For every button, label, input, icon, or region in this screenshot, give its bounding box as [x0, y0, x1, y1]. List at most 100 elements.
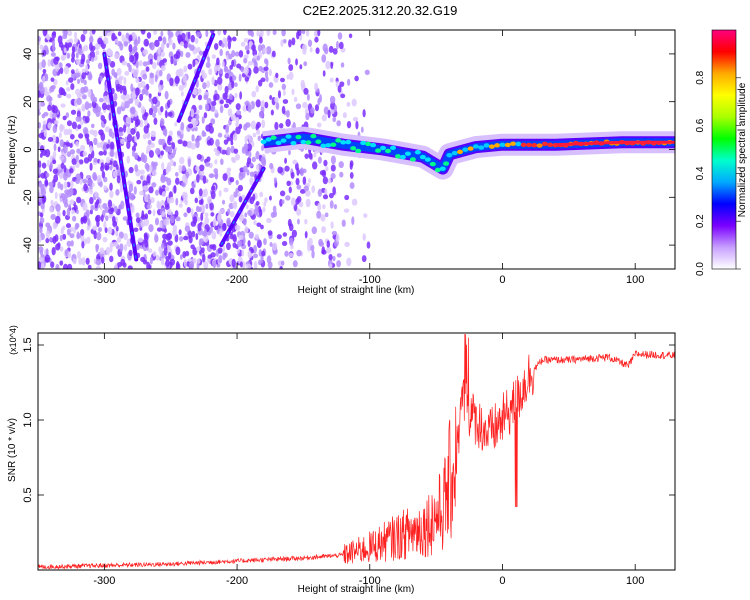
noise-speckle [69, 142, 73, 149]
noise-speckle [258, 208, 263, 218]
noise-speckle [241, 249, 245, 257]
noise-speckle [128, 249, 133, 256]
noise-speckle [361, 255, 367, 263]
noise-speckle [315, 47, 320, 54]
noise-speckle [121, 85, 127, 91]
noise-speckle [260, 254, 264, 264]
noise-speckle [159, 221, 163, 228]
noise-speckle [128, 44, 133, 53]
noise-speckle [257, 79, 263, 87]
noise-speckle [344, 241, 350, 248]
noise-speckle [79, 120, 84, 126]
noise-speckle [41, 257, 45, 263]
noise-speckle [234, 92, 238, 99]
noise-speckle [63, 47, 67, 53]
noise-speckle [40, 172, 46, 179]
snr-x-ticks: -300 -200 -100 0 100 [93, 333, 644, 587]
noise-speckle [264, 58, 268, 65]
noise-speckle [117, 31, 122, 37]
noise-speckle [162, 233, 168, 240]
noise-speckle [203, 228, 208, 238]
noise-speckle [219, 228, 223, 237]
noise-speckle [351, 216, 355, 226]
noise-speckle [118, 204, 123, 210]
signal-feature-layer [102, 32, 675, 262]
noise-speckle [71, 46, 76, 54]
noise-speckle [66, 120, 73, 127]
noise-speckle [86, 236, 91, 244]
noise-speckle [160, 138, 166, 146]
noise-speckle [237, 184, 244, 192]
noise-speckle [161, 211, 166, 218]
noise-speckle [189, 187, 195, 195]
noise-speckle [175, 216, 181, 222]
noise-speckle [109, 241, 115, 248]
noise-speckle [159, 79, 164, 86]
signal-band-blob [320, 143, 327, 149]
signal-band-blob [541, 141, 548, 147]
noise-speckle [216, 57, 220, 66]
noise-speckle [170, 215, 175, 224]
noise-speckle [82, 46, 86, 53]
noise-speckle [330, 172, 336, 180]
noise-speckle [89, 162, 93, 171]
noise-speckle [167, 240, 173, 246]
noise-speckle [245, 122, 251, 128]
noise-speckle [240, 66, 245, 73]
noise-speckle [119, 243, 124, 252]
noise-speckle [137, 237, 144, 243]
noise-speckle [246, 49, 250, 55]
spectrogram-y-label: Frequency (Hz) [7, 116, 18, 185]
noise-speckle [308, 178, 311, 184]
noise-speckle [59, 246, 64, 252]
noise-speckle [139, 190, 144, 196]
noise-speckle [140, 221, 146, 228]
noise-speckle [327, 178, 332, 184]
noise-speckle [112, 170, 118, 178]
noise-speckle [104, 84, 109, 93]
noise-speckle [58, 62, 63, 69]
noise-speckle [217, 83, 223, 91]
noise-speckle [164, 145, 170, 153]
noise-speckle [92, 96, 98, 103]
noise-speckle [279, 265, 283, 269]
noise-speckle [177, 139, 183, 145]
signal-band-blob [520, 142, 527, 148]
noise-speckle [89, 35, 94, 44]
noise-speckle [296, 218, 300, 225]
noise-speckle [255, 201, 260, 206]
snr-plot-area [38, 333, 675, 570]
noise-speckle [68, 204, 72, 209]
noise-speckle [150, 142, 155, 148]
noise-speckle [148, 224, 154, 233]
noise-speckle [146, 175, 151, 184]
noise-speckle [184, 192, 188, 201]
noise-speckle [281, 199, 285, 205]
noise-speckle [339, 171, 344, 178]
noise-speckle [202, 82, 207, 90]
noise-speckle [305, 190, 311, 197]
noise-speckle [81, 94, 87, 100]
noise-speckle [150, 130, 157, 138]
signal-band-blob [340, 140, 347, 145]
noise-speckle [288, 71, 294, 81]
noise-speckle [247, 209, 252, 216]
noise-speckle [107, 199, 113, 209]
noise-speckle [81, 72, 86, 80]
signal-band-blob [394, 154, 401, 159]
noise-speckle [99, 180, 103, 188]
noise-speckle [163, 247, 168, 256]
noise-speckle [221, 43, 225, 48]
snr-y-tick-label: 1.0 [22, 412, 34, 427]
noise-speckle [217, 76, 223, 85]
noise-speckle [38, 132, 44, 139]
noise-speckle [101, 170, 106, 179]
noise-speckle [260, 224, 264, 230]
noise-speckle [311, 250, 315, 259]
noise-speckle [211, 231, 217, 240]
noise-speckle [346, 102, 351, 107]
noise-speckle [210, 212, 215, 217]
noise-speckle [160, 257, 165, 266]
signal-band-blob [335, 138, 342, 143]
